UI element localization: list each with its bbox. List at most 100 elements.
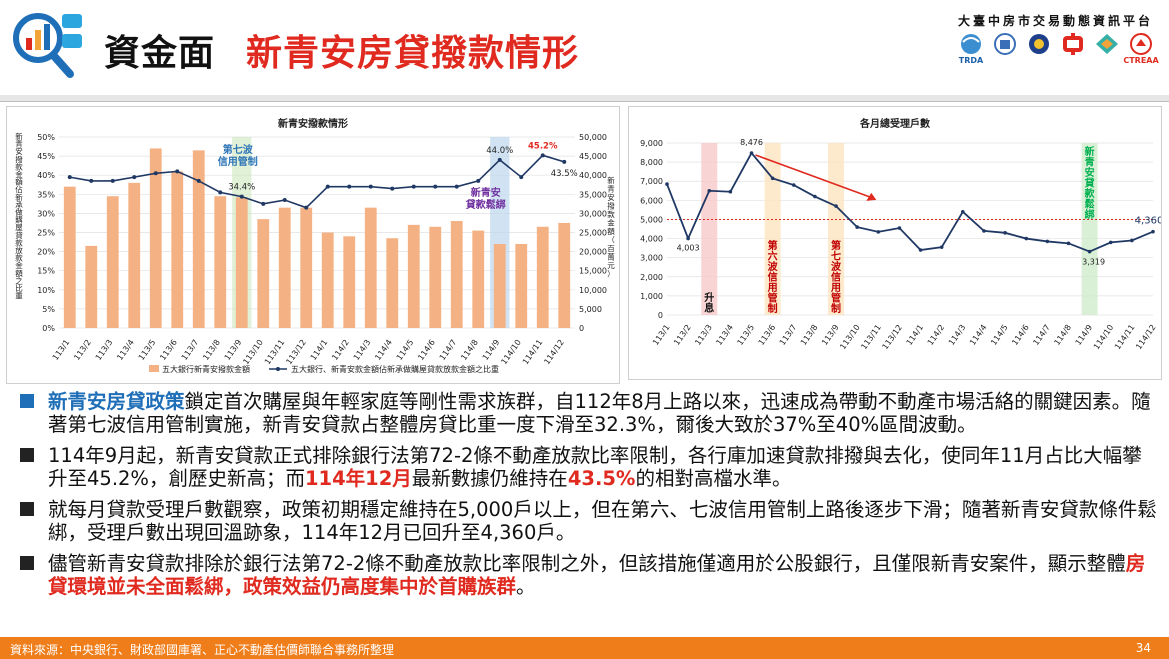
x-tick-label: 114/5 [989, 323, 1010, 347]
applications-point [728, 189, 733, 194]
x-tick-label: 113/7 [180, 338, 201, 362]
x-tick-label: 113/5 [736, 323, 757, 347]
y-axis-title: 新青安撥款金額佔新承做購屋貸款放款金額之比重 [15, 131, 23, 301]
ratio-point [540, 153, 545, 158]
bar [235, 197, 248, 328]
applications-point [1003, 231, 1007, 235]
y-tick-label: 45% [37, 152, 55, 161]
annotation-label: 貸款鬆綁 [465, 198, 506, 211]
x-tick-label: 113/11 [859, 323, 883, 351]
highlight-band [764, 143, 781, 315]
x-tick-label: 114/7 [438, 338, 459, 362]
x-tick-label: 113/2 [672, 323, 693, 347]
y-tick-label: 6,000 [640, 196, 663, 205]
body-text: 114年9月起，新青安貸款正式排除銀行法第72-2條不動產放款比率限制，各行庫加… [48, 444, 1142, 490]
building-logo-icon [991, 32, 1019, 68]
x-tick-label: 114/12 [1134, 323, 1158, 351]
bar [106, 196, 119, 328]
data-label: 4,360 [1135, 216, 1161, 227]
ratio-line [69, 154, 565, 209]
body-text: 就每月貸款受理戶數觀察，政策初期穩定維持在5,000戶以上，但在第六、七波信用管… [48, 498, 1157, 544]
globe-logo-icon: TRDA [957, 32, 985, 68]
x-tick-label: 113/9 [820, 323, 841, 347]
bar [278, 207, 291, 328]
y-tick-label: 15% [37, 267, 55, 276]
bar [386, 238, 399, 328]
bullet-item: 儘管新青安貸款排除於銀行法第72-2條不動產放款比率限制之外，但該措施僅適用於公… [18, 552, 1158, 598]
ratio-point [110, 178, 115, 183]
body-text: 的相對高檔水準。 [635, 467, 792, 490]
x-tick-label: 114/4 [968, 323, 989, 347]
bar [558, 222, 571, 328]
y-tick-label: 7,000 [640, 177, 663, 186]
applications-point [939, 245, 944, 249]
applications-point [686, 236, 690, 241]
x-tick-label: 114/6 [416, 338, 437, 362]
x-tick-label: 114/2 [926, 323, 947, 347]
ratio-point [476, 178, 481, 183]
ratio-point [153, 171, 158, 176]
y2-tick-label: 30,000 [579, 209, 607, 218]
legend-line-label: 五大銀行、新青安款金額佔新承做購屋貸款放款金額之比重 [291, 364, 499, 374]
y2-tick-label: 0 [579, 324, 584, 333]
bullet-text: 114年9月起，新青安貸款正式排除銀行法第72-2條不動產放款比率限制，各行庫加… [48, 444, 1142, 490]
y-tick-label: 35% [37, 190, 55, 199]
ratio-point [411, 184, 416, 189]
ratio-point [239, 194, 244, 199]
body-text: 。 [516, 575, 536, 598]
disbursement-chart: 新青安撥款情形 0% 5% 10% 15% 20% 25% 30% 35% 40% 45% 50% 0 5… [15, 117, 615, 374]
highlight-text: 房貸環境並未全面鬆綁，政策效益仍高度集中於首購族群 [48, 552, 1146, 598]
highlight-band [701, 143, 718, 315]
x-tick-label: 114/1 [309, 338, 330, 362]
x-tick-label: 113/6 [158, 338, 179, 362]
slide-header: 資金面 新青安房貸撥款情形 大臺中房市交易動態資訊平台 TRDA CTREAA [0, 0, 1169, 92]
x-tick-label: 113/10 [241, 338, 265, 366]
bar [192, 150, 205, 328]
x-tick-label: 113/3 [94, 338, 115, 362]
applications-point [749, 151, 754, 155]
header-divider-line [0, 101, 1169, 102]
data-label: 4,003 [677, 243, 700, 252]
y-tick-label: 8,000 [640, 158, 663, 167]
x-tick-label: 114/11 [521, 338, 545, 366]
applications-point [1151, 229, 1155, 234]
y2-tick-label: 15,000 [579, 267, 607, 276]
x-tick-label: 113/4 [115, 338, 136, 362]
ratio-point [282, 198, 287, 203]
ratio-point [196, 178, 201, 183]
ratio-point [218, 190, 223, 195]
platform-name: 大臺中房市交易動態資訊平台 [957, 14, 1153, 28]
ratio-point [67, 175, 72, 180]
ratio-point [261, 201, 266, 206]
partner-logos: TRDA CTREAA [957, 32, 1159, 68]
bar [407, 224, 420, 328]
applications-point [770, 176, 775, 181]
x-tick-label: 114/8 [459, 338, 480, 362]
applications-point [855, 225, 859, 229]
ratio-point [497, 157, 502, 162]
platform-logo-icon [13, 13, 82, 78]
x-tick-label: 113/5 [137, 338, 158, 362]
ctreaa-logo-icon: CTREAA [1123, 32, 1159, 68]
bar [128, 182, 141, 328]
x-tick-label: 114/5 [395, 338, 416, 362]
annotation-label: 新青安貸款鬆綁 [1084, 145, 1096, 221]
y2-tick-label: 50,000 [579, 133, 607, 142]
chart-title: 各月總受理戶數 [859, 117, 930, 130]
disbursement-chart-panel: 新青安撥款情形 0% 5% 10% 15% 20% 25% 30% 35% 40% 45% 50% 0 5… [6, 106, 620, 384]
annotation-label: 第七波 [223, 143, 254, 156]
x-tick-label: 114/12 [542, 338, 566, 366]
trend-arrow [755, 154, 873, 199]
arrow-head-icon [866, 192, 877, 201]
annotation-label: 第七波信用管制 [830, 239, 842, 315]
y2-axis-title: 新青安撥款金額（百萬元） [607, 175, 615, 279]
bar [257, 219, 270, 328]
x-tick-label: 113/6 [757, 323, 778, 347]
applications-point [961, 210, 965, 214]
legend-bar-swatch [149, 365, 159, 372]
header-divider [0, 95, 1169, 101]
data-label: 45.2% [528, 141, 558, 151]
bar [85, 245, 98, 328]
x-tick-label: 114/11 [1113, 323, 1137, 351]
highlight-band [1081, 143, 1098, 315]
